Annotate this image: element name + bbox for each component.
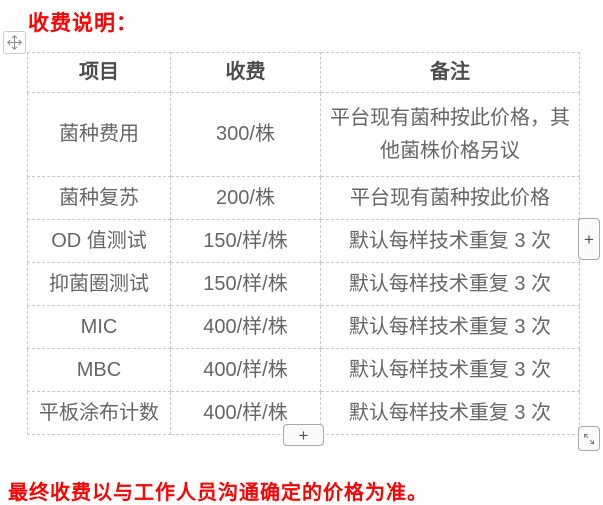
- cell-fee: 300/株: [170, 92, 321, 177]
- add-column-button[interactable]: +: [578, 218, 600, 260]
- plus-icon: +: [298, 425, 309, 445]
- diagonal-resize-arrows-icon: [582, 432, 596, 446]
- cell-item: MBC: [27, 348, 171, 392]
- cell-fee: 400/样/株: [170, 305, 321, 349]
- table-row: OD 值测试 150/样/株 默认每样技术重复 3 次: [27, 219, 580, 263]
- cell-note: 默认每样技术重复 3 次: [320, 262, 580, 306]
- plus-icon: +: [584, 229, 594, 249]
- cell-fee: 200/株: [170, 176, 321, 220]
- cell-note: 平台现有菌种按此价格: [320, 176, 580, 220]
- cell-fee: 150/样/株: [170, 262, 321, 306]
- table-row: 抑菌圈测试 150/样/株 默认每样技术重复 3 次: [27, 262, 580, 306]
- page-title: 收费说明：: [28, 12, 138, 35]
- header-fee: 收费: [170, 52, 321, 93]
- table-header-row: 项目 收费 备注: [27, 52, 580, 93]
- add-row-button[interactable]: +: [283, 424, 324, 446]
- cell-note: 默认每样技术重复 3 次: [320, 348, 580, 392]
- cell-item: MIC: [27, 305, 171, 349]
- cell-item: 抑菌圈测试: [27, 262, 171, 306]
- cell-item: OD 值测试: [27, 219, 171, 263]
- cell-note: 默认每样技术重复 3 次: [320, 219, 580, 263]
- move-cross-arrows-icon: [7, 35, 22, 50]
- cell-fee: 150/样/株: [170, 219, 321, 263]
- table-resize-handle[interactable]: [578, 426, 600, 451]
- cell-note: 平台现有菌种按此价格，其他菌株价格另议: [320, 92, 580, 177]
- cell-item: 菌种费用: [27, 92, 171, 177]
- cell-note: 默认每样技术重复 3 次: [320, 391, 580, 435]
- cell-fee: 400/样/株: [170, 348, 321, 392]
- cell-item: 平板涂布计数: [27, 391, 171, 435]
- header-note: 备注: [320, 52, 580, 93]
- fee-table: 项目 收费 备注 菌种费用 300/株 平台现有菌种按此价格，其他菌株价格另议 …: [27, 52, 580, 435]
- table-row: 菌种费用 300/株 平台现有菌种按此价格，其他菌株价格另议: [27, 92, 580, 177]
- header-item: 项目: [27, 52, 171, 93]
- cell-item: 菌种复苏: [27, 176, 171, 220]
- table-row: MIC 400/样/株 默认每样技术重复 3 次: [27, 305, 580, 349]
- table-row: MBC 400/样/株 默认每样技术重复 3 次: [27, 348, 580, 392]
- footer-note: 最终收费以与工作人员沟通确定的价格为准。: [8, 482, 428, 504]
- table-row: 菌种复苏 200/株 平台现有菌种按此价格: [27, 176, 580, 220]
- cell-note: 默认每样技术重复 3 次: [320, 305, 580, 349]
- table-move-handle[interactable]: [3, 31, 26, 54]
